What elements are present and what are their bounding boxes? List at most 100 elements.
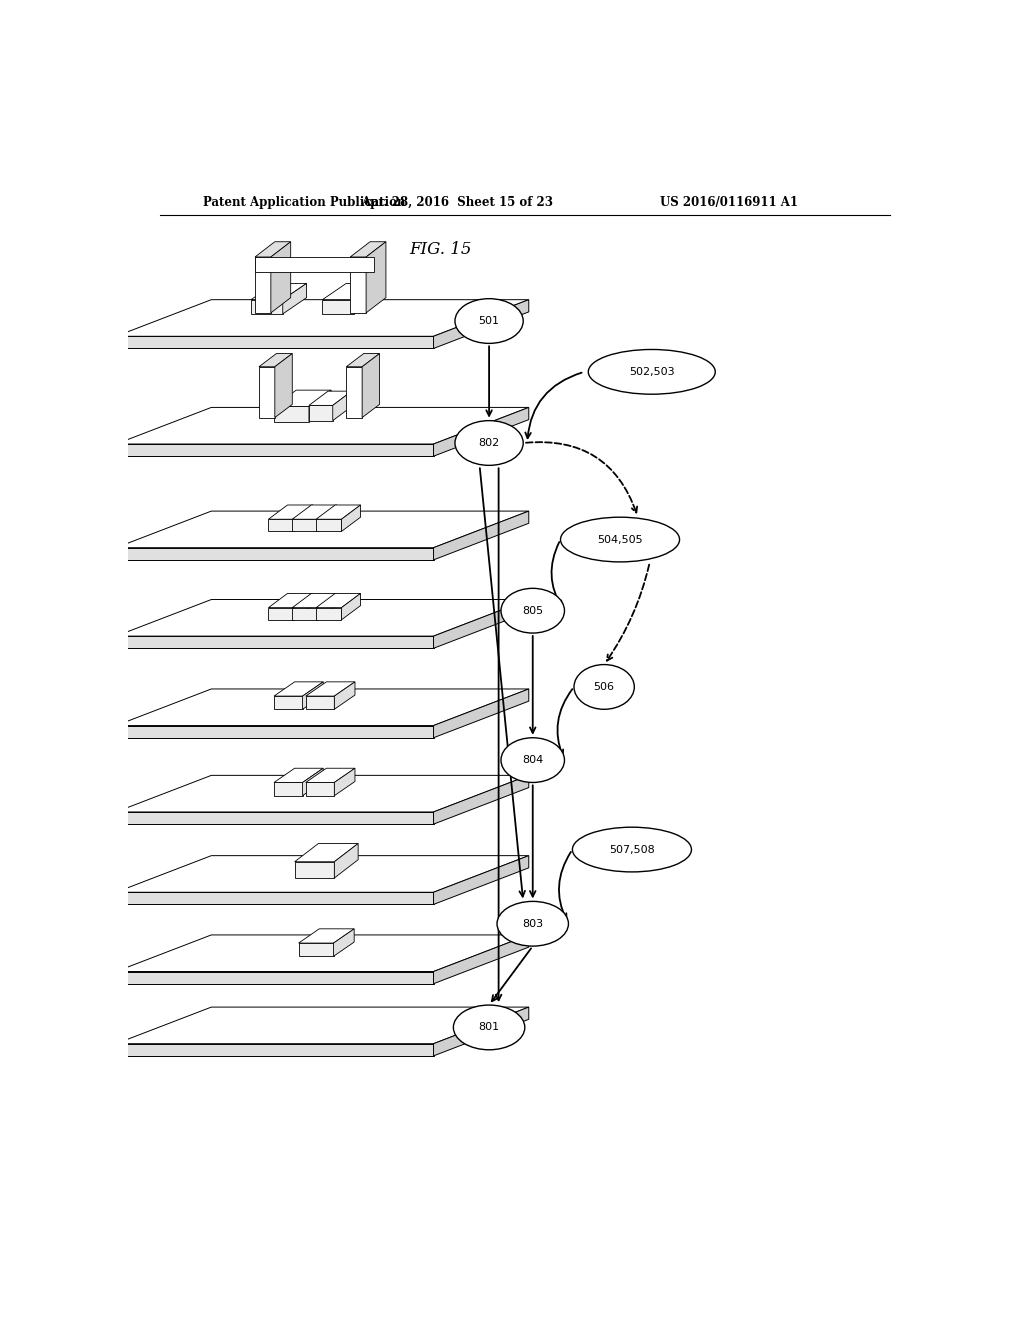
Polygon shape bbox=[116, 511, 528, 548]
Ellipse shape bbox=[560, 517, 680, 562]
Polygon shape bbox=[294, 506, 313, 532]
Ellipse shape bbox=[455, 298, 523, 343]
Polygon shape bbox=[270, 242, 291, 313]
Polygon shape bbox=[255, 257, 374, 272]
Polygon shape bbox=[255, 242, 291, 257]
Polygon shape bbox=[334, 682, 355, 709]
Ellipse shape bbox=[497, 902, 568, 946]
Text: 804: 804 bbox=[522, 755, 544, 766]
Polygon shape bbox=[268, 519, 294, 532]
Polygon shape bbox=[316, 607, 341, 620]
Polygon shape bbox=[333, 391, 352, 421]
Polygon shape bbox=[294, 594, 313, 620]
Ellipse shape bbox=[501, 738, 564, 783]
Polygon shape bbox=[299, 929, 354, 942]
Polygon shape bbox=[116, 300, 528, 337]
Ellipse shape bbox=[574, 664, 634, 709]
Polygon shape bbox=[295, 843, 358, 862]
Polygon shape bbox=[274, 407, 309, 421]
Text: 501: 501 bbox=[478, 315, 500, 326]
Polygon shape bbox=[116, 444, 433, 457]
Ellipse shape bbox=[588, 350, 716, 395]
Polygon shape bbox=[283, 284, 306, 314]
Polygon shape bbox=[316, 594, 360, 607]
Polygon shape bbox=[274, 682, 324, 696]
Polygon shape bbox=[259, 354, 292, 367]
Polygon shape bbox=[346, 354, 380, 367]
Polygon shape bbox=[341, 506, 360, 532]
Polygon shape bbox=[116, 599, 528, 636]
Polygon shape bbox=[306, 696, 334, 709]
Polygon shape bbox=[292, 519, 317, 532]
Polygon shape bbox=[433, 855, 528, 904]
Polygon shape bbox=[306, 783, 334, 796]
Polygon shape bbox=[433, 935, 528, 983]
Polygon shape bbox=[292, 594, 337, 607]
Text: 507,508: 507,508 bbox=[609, 845, 654, 854]
Polygon shape bbox=[303, 682, 324, 709]
Polygon shape bbox=[116, 408, 528, 444]
Polygon shape bbox=[292, 607, 317, 620]
Text: 504,505: 504,505 bbox=[597, 535, 643, 545]
Polygon shape bbox=[274, 783, 303, 796]
Polygon shape bbox=[259, 367, 274, 417]
Polygon shape bbox=[116, 689, 528, 726]
Polygon shape bbox=[268, 594, 313, 607]
Polygon shape bbox=[251, 284, 306, 300]
Polygon shape bbox=[309, 405, 333, 421]
Polygon shape bbox=[433, 300, 528, 348]
Polygon shape bbox=[116, 935, 528, 972]
Polygon shape bbox=[433, 408, 528, 457]
Polygon shape bbox=[116, 1044, 433, 1056]
Polygon shape bbox=[116, 548, 433, 560]
Polygon shape bbox=[334, 843, 358, 878]
Polygon shape bbox=[316, 519, 341, 532]
Polygon shape bbox=[309, 391, 331, 421]
Polygon shape bbox=[274, 354, 292, 417]
Polygon shape bbox=[116, 855, 528, 892]
Polygon shape bbox=[116, 1007, 528, 1044]
Polygon shape bbox=[341, 594, 360, 620]
Polygon shape bbox=[362, 354, 380, 417]
Polygon shape bbox=[433, 689, 528, 738]
Polygon shape bbox=[116, 636, 433, 648]
Ellipse shape bbox=[501, 589, 564, 634]
Polygon shape bbox=[334, 929, 354, 956]
Polygon shape bbox=[334, 768, 355, 796]
Polygon shape bbox=[367, 242, 386, 313]
Polygon shape bbox=[433, 1007, 528, 1056]
Polygon shape bbox=[433, 511, 528, 560]
Polygon shape bbox=[317, 594, 337, 620]
Polygon shape bbox=[295, 862, 334, 878]
Polygon shape bbox=[116, 812, 433, 824]
Polygon shape bbox=[323, 300, 354, 314]
Polygon shape bbox=[116, 775, 528, 812]
Text: 801: 801 bbox=[478, 1023, 500, 1032]
Polygon shape bbox=[116, 337, 433, 348]
Polygon shape bbox=[309, 391, 352, 405]
Text: 506: 506 bbox=[594, 682, 614, 692]
Ellipse shape bbox=[454, 1005, 525, 1049]
Polygon shape bbox=[316, 506, 360, 519]
Polygon shape bbox=[306, 768, 355, 783]
Text: US 2016/0116911 A1: US 2016/0116911 A1 bbox=[659, 195, 798, 209]
Polygon shape bbox=[274, 768, 324, 783]
Polygon shape bbox=[251, 300, 283, 314]
Polygon shape bbox=[274, 696, 303, 709]
Text: Apr. 28, 2016  Sheet 15 of 23: Apr. 28, 2016 Sheet 15 of 23 bbox=[361, 195, 553, 209]
Ellipse shape bbox=[572, 828, 691, 873]
Polygon shape bbox=[323, 284, 378, 300]
Text: Patent Application Publication: Patent Application Publication bbox=[204, 195, 406, 209]
Polygon shape bbox=[303, 768, 324, 796]
Polygon shape bbox=[433, 599, 528, 648]
Polygon shape bbox=[268, 506, 313, 519]
Polygon shape bbox=[306, 682, 355, 696]
Text: 802: 802 bbox=[478, 438, 500, 447]
Polygon shape bbox=[116, 972, 433, 983]
Polygon shape bbox=[292, 506, 337, 519]
Polygon shape bbox=[317, 506, 337, 532]
Text: 805: 805 bbox=[522, 606, 544, 615]
Polygon shape bbox=[116, 726, 433, 738]
Polygon shape bbox=[255, 257, 270, 313]
Polygon shape bbox=[299, 942, 334, 956]
